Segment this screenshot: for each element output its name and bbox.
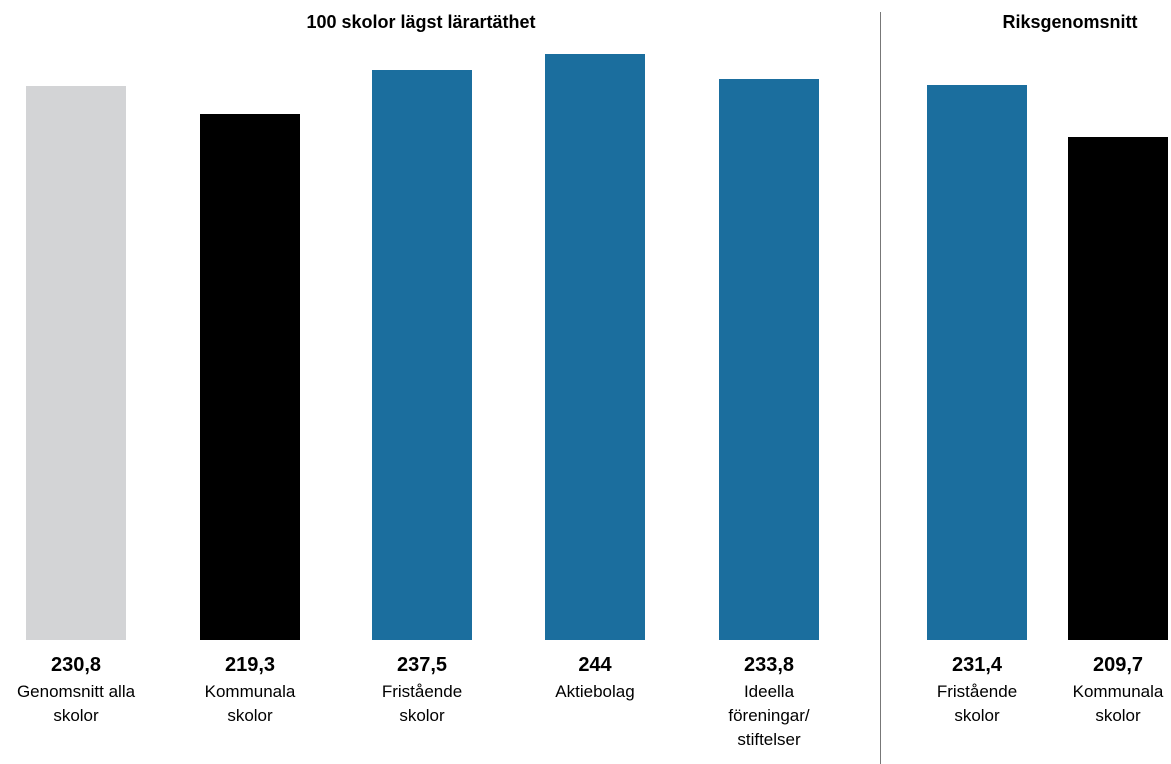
category-label: Kommunala skolor [165, 680, 335, 728]
category-label: Ideella föreningar/stiftelser [684, 680, 854, 752]
category-label-line: Fristående [381, 682, 463, 701]
category-label-line: Kommunala [1072, 682, 1164, 701]
bar [927, 84, 1027, 640]
category-label-line: skolor [954, 706, 1000, 725]
bar [372, 70, 472, 640]
category-label-line: skolor [399, 706, 445, 725]
category-label-line: Kommunala [204, 682, 296, 701]
chart-title-right: Riksgenomsnitt [1002, 12, 1138, 32]
category-label: Fristående skolor [892, 680, 1062, 728]
category-label-line: föreningar/ [728, 706, 810, 725]
value-label: 231,4 [951, 654, 1003, 676]
category-label: Fristående skolor [337, 680, 507, 728]
category-label-line: skolor [1095, 706, 1141, 725]
bar [200, 113, 300, 640]
bar [1068, 136, 1168, 640]
value-label: 244 [578, 654, 612, 676]
category-label-line: Aktiebolag [555, 682, 635, 701]
category-label-line: skolor [53, 706, 99, 725]
bar [26, 86, 126, 640]
value-label: 233,8 [743, 654, 795, 676]
category-label-line: Genomsnitt alla [16, 682, 136, 701]
category-label-line: stiftelser [737, 730, 801, 749]
chart-title-left: 100 skolor lägst lärartäthet [306, 12, 536, 32]
value-label: 230,8 [50, 654, 102, 676]
category-label: Genomsnitt alla skolor [0, 680, 161, 728]
category-label-line: Ideella [743, 682, 795, 701]
category-label-line: Fristående [936, 682, 1018, 701]
value-label: 209,7 [1092, 654, 1144, 676]
value-label: 219,3 [224, 654, 276, 676]
bar [545, 54, 645, 640]
category-label-line: skolor [227, 706, 273, 725]
bar [719, 78, 819, 640]
category-label: Kommunala skolor [1033, 680, 1171, 728]
panel-divider [880, 12, 881, 764]
value-label: 237,5 [396, 654, 448, 676]
category-label: Aktiebolag [510, 680, 680, 704]
